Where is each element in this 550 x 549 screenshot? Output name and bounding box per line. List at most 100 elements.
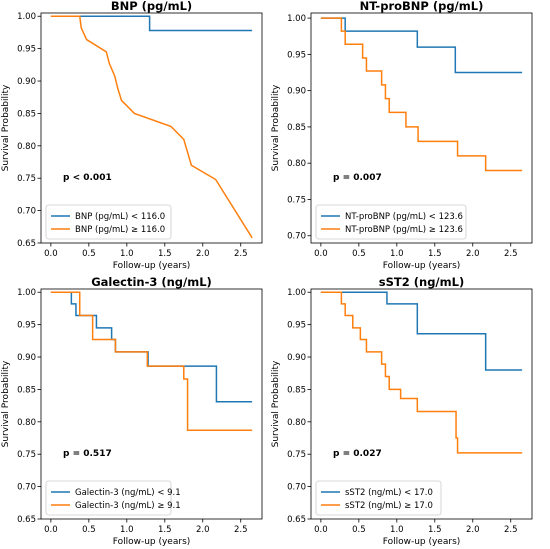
- y-tick-label: 0.80: [287, 418, 306, 428]
- x-axis-label: Follow-up (years): [383, 537, 461, 547]
- y-tick-label: 0.75: [17, 450, 36, 460]
- x-axis-label: Follow-up (years): [113, 537, 191, 547]
- x-tick-label: 0.5: [352, 249, 366, 259]
- x-tick-label: 2.5: [504, 525, 518, 535]
- y-axis-label: Survival Probability: [271, 84, 281, 171]
- x-tick-label: 1.5: [158, 249, 172, 259]
- y-tick-label: 1.00: [17, 288, 36, 298]
- series-line-2: [320, 291, 523, 454]
- y-tick-label: 0.90: [287, 87, 306, 97]
- legend-box: [315, 204, 467, 240]
- series-line-2: [50, 15, 253, 239]
- p-value-annotation: p = 0.517: [63, 449, 112, 459]
- x-tick-label: 1.0: [120, 525, 134, 535]
- y-tick-label: 0.85: [17, 385, 36, 395]
- x-tick-label: 2.0: [466, 249, 480, 259]
- series-line-2: [50, 291, 253, 431]
- series-line-1: [320, 17, 523, 74]
- y-tick-label: 0.95: [287, 321, 306, 331]
- chart-panel-4: sST2 (ng/mL) 0.65 0.70 0.75 0.80 0.85 0.90 0.95…: [271, 275, 533, 547]
- y-tick-label: 0.90: [17, 77, 36, 87]
- x-tick-label: 0.5: [82, 249, 96, 259]
- y-tick-label: 0.90: [17, 353, 36, 363]
- p-value-annotation: p = 0.007: [333, 173, 382, 183]
- y-tick-label: 0.95: [17, 321, 36, 331]
- series-line-1: [320, 291, 523, 371]
- x-tick-label: 2.5: [234, 525, 248, 535]
- y-tick-label: 0.70: [17, 483, 36, 493]
- y-tick-label: 0.85: [287, 385, 306, 395]
- y-axis-label: Survival Probability: [271, 360, 281, 447]
- x-axis-label: Follow-up (years): [113, 261, 191, 271]
- y-tick-label: 0.70: [287, 232, 306, 242]
- p-value-annotation: p < 0.001: [63, 173, 112, 183]
- x-tick-label: 1.5: [428, 249, 442, 259]
- x-tick-label: 0.0: [44, 249, 58, 259]
- plot-frame: [310, 12, 533, 244]
- y-tick-label: 0.65: [287, 515, 306, 525]
- x-tick-label: 1.0: [390, 249, 404, 259]
- y-tick-label: 0.75: [287, 195, 306, 205]
- legend-entry: Galectin-3 (ng/mL) < 9.1: [75, 488, 181, 498]
- x-tick-label: 2.0: [196, 525, 210, 535]
- legend-entry: BNP (pg/mL) ≥ 116.0: [75, 225, 165, 235]
- x-tick-label: 0.5: [82, 525, 96, 535]
- y-axis-label: Survival Probability: [1, 360, 11, 447]
- legend-box: [45, 204, 172, 240]
- chart-panel-2: NT-proBNP (pg/mL) 0.70 0.75 0.80 0.85 0.90 0.9…: [271, 0, 533, 271]
- plot-frame: [40, 12, 263, 244]
- legend: Galectin-3 (ng/mL) < 9.1 Galectin-3 (ng/m…: [45, 480, 181, 516]
- x-tick-label: 0.0: [44, 525, 58, 535]
- y-tick-label: 0.85: [287, 123, 306, 133]
- x-tick-label: 1.5: [158, 525, 172, 535]
- y-axis-label: Survival Probability: [1, 84, 11, 171]
- y-tick-label: 0.75: [287, 450, 306, 460]
- x-tick-label: 0.5: [352, 525, 366, 535]
- legend-entry: BNP (pg/mL) < 116.0: [75, 212, 165, 222]
- y-tick-label: 0.90: [287, 353, 306, 363]
- y-tick-label: 0.70: [17, 207, 36, 217]
- legend: NT-proBNP (pg/mL) < 123.6 NT-proBNP (pg/m…: [315, 204, 467, 240]
- y-tick-label: 0.80: [17, 142, 36, 152]
- legend-entry: sST2 (ng/mL) < 17.0: [345, 488, 433, 498]
- x-tick-label: 0.0: [314, 249, 328, 259]
- x-tick-label: 1.5: [428, 525, 442, 535]
- plot-frame: [310, 288, 533, 520]
- series-line-2: [320, 17, 523, 172]
- x-tick-label: 1.0: [390, 525, 404, 535]
- y-tick-label: 1.00: [287, 288, 306, 298]
- x-tick-label: 2.5: [504, 249, 518, 259]
- y-tick-label: 0.75: [17, 174, 36, 184]
- chart-title: BNP (pg/mL): [111, 0, 192, 13]
- x-tick-label: 0.0: [314, 525, 328, 535]
- chart-panel-1: BNP (pg/mL) 0.65 0.70 0.75 0.80 0.85 0.90 0.95 1…: [1, 0, 263, 271]
- x-tick-label: 2.0: [466, 525, 480, 535]
- legend: sST2 (ng/mL) < 17.0 sST2 (ng/mL) ≥ 17.0: [315, 480, 442, 516]
- y-tick-label: 0.95: [17, 45, 36, 55]
- legend-entry: NT-proBNP (pg/mL) < 123.6: [345, 212, 463, 222]
- y-tick-label: 1.00: [287, 14, 306, 24]
- series-line-1: [50, 15, 253, 32]
- legend-entry: Galectin-3 (ng/mL) ≥ 9.1: [75, 501, 181, 511]
- chart-title: Galectin-3 (ng/mL): [91, 275, 212, 289]
- chart-title: NT-proBNP (pg/mL): [360, 0, 484, 13]
- legend-entry: NT-proBNP (pg/mL) ≥ 123.6: [345, 225, 463, 235]
- plot-frame: [40, 288, 263, 520]
- x-tick-label: 1.0: [120, 249, 134, 259]
- chart-panel-3: Galectin-3 (ng/mL) 0.65 0.70 0.75 0.80 0.85 0.…: [1, 275, 263, 547]
- x-tick-label: 2.5: [234, 249, 248, 259]
- y-tick-label: 0.65: [17, 515, 36, 525]
- legend: BNP (pg/mL) < 116.0 BNP (pg/mL) ≥ 116.0: [45, 204, 172, 240]
- y-tick-label: 0.95: [287, 50, 306, 60]
- y-tick-label: 0.85: [17, 109, 36, 119]
- legend-box: [45, 480, 172, 516]
- legend-box: [315, 480, 442, 516]
- y-tick-label: 1.00: [17, 12, 36, 22]
- y-tick-label: 0.80: [287, 159, 306, 169]
- series-line-1: [50, 291, 253, 403]
- x-tick-label: 2.0: [196, 249, 210, 259]
- legend-entry: sST2 (ng/mL) ≥ 17.0: [345, 501, 433, 511]
- chart-title: sST2 (ng/mL): [379, 275, 464, 289]
- x-axis-label: Follow-up (years): [383, 261, 461, 271]
